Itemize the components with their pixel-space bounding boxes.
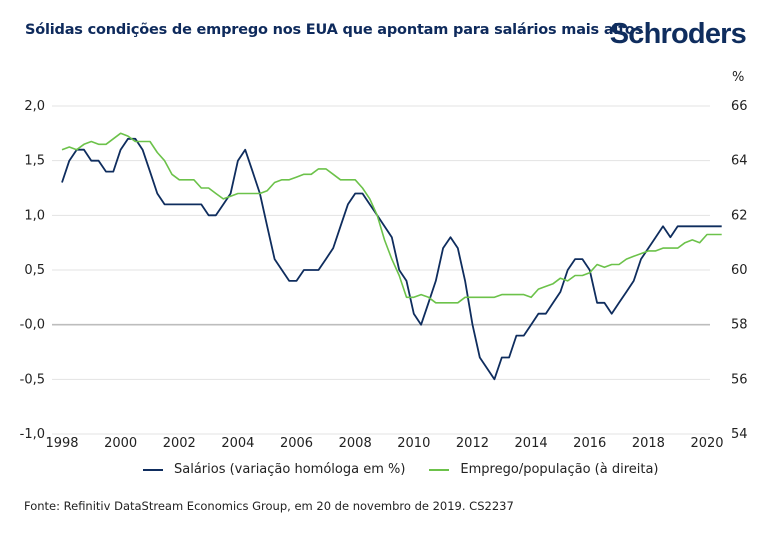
x-tick-label: 2004 [221, 436, 254, 451]
x-tick-label: 2000 [104, 436, 137, 451]
y-tick-label: 2,0 [24, 99, 45, 114]
x-tick-label: 2012 [456, 436, 489, 451]
schroders-logo: Schroders [609, 18, 747, 50]
x-tick-label: 2018 [632, 436, 665, 451]
y2-tick-label: 54 [731, 427, 748, 442]
source-note: Fonte: Refinitiv DataStream Economics Gr… [24, 499, 514, 513]
x-tick-label: 2008 [339, 436, 372, 451]
chart-title: Sólidas condições de emprego nos EUA que… [25, 22, 644, 38]
y2-tick-label: 62 [731, 208, 748, 223]
y2-tick-label: 56 [731, 372, 748, 387]
y2-tick-label: 64 [731, 154, 748, 169]
x-tick-label: 2006 [280, 436, 313, 451]
x-tick-label: 1998 [45, 436, 78, 451]
legend-swatch-emprego [429, 468, 450, 471]
legend-item-salarios: Salários (variação homóloga em %) [143, 462, 405, 477]
legend-item-emprego: Emprego/população (à direita) [429, 462, 659, 477]
right-axis-unit: % [732, 70, 745, 85]
legend-label-salarios: Salários (variação homóloga em %) [174, 462, 406, 477]
x-tick-label: 2010 [397, 436, 430, 451]
legend-label-emprego: Emprego/população (à direita) [460, 462, 659, 477]
y2-tick-label: 58 [731, 318, 748, 333]
x-tick-label: 2014 [515, 436, 548, 451]
y-tick-label: -0,0 [20, 318, 45, 333]
series-line-emprego [61, 132, 722, 304]
y2-tick-label: 60 [731, 263, 748, 278]
y-tick-label: -1,0 [20, 427, 45, 442]
y-tick-label: -0,5 [20, 372, 45, 387]
legend: Salários (variação homóloga em %) Empreg… [143, 462, 683, 477]
y-tick-label: 1,0 [24, 208, 45, 223]
y-tick-label: 0,5 [24, 263, 45, 278]
legend-swatch-salarios [143, 468, 163, 471]
x-tick-label: 2020 [690, 436, 723, 451]
y2-tick-label: 66 [731, 99, 748, 114]
series-line-salarios [61, 137, 722, 381]
y-tick-label: 1,5 [24, 154, 45, 169]
x-tick-label: 2016 [573, 436, 606, 451]
x-tick-label: 2002 [163, 436, 196, 451]
